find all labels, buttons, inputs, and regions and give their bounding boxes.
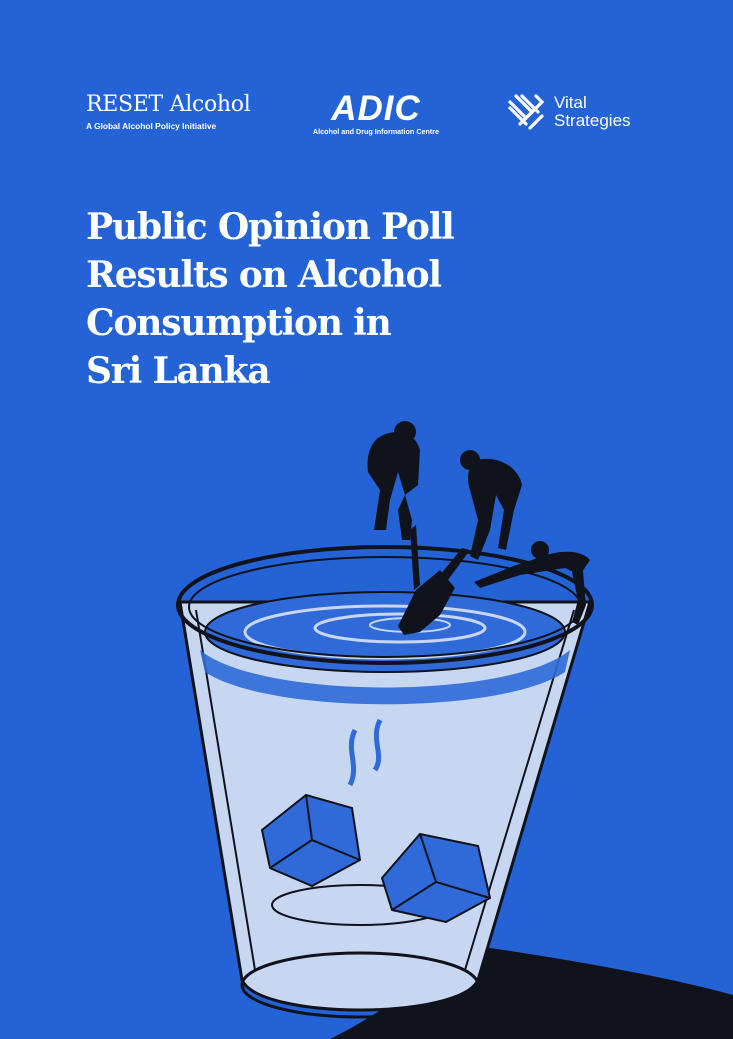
ice-cube-right (380, 832, 492, 924)
reset-logo-name: RESET Alcohol (86, 92, 251, 117)
title-line-2: Results on Alcohol (86, 254, 442, 296)
adic-logo: ADIC Alcohol and Drug Information Centre (306, 89, 446, 136)
figure-left (367, 421, 420, 540)
title-line-1: Public Opinion Poll (86, 206, 455, 248)
glass-rim (176, 545, 594, 665)
vital-word: Vital (554, 93, 587, 112)
strategies-word: Strategies (554, 111, 631, 130)
vital-strategies-wordmark: Vital Strategies (554, 94, 631, 130)
woven-x-icon (508, 94, 545, 130)
reset-alcohol-logo: RESET Alcohol A Global Alcohol Policy In… (86, 92, 251, 131)
adic-logo-name: ADIC (331, 89, 421, 128)
vital-strategies-logo: Vital Strategies (506, 92, 631, 132)
figure-diving (398, 525, 470, 635)
figure-middle (460, 450, 522, 560)
reset-logo-tagline: A Global Alcohol Policy Initiative (86, 121, 217, 131)
figure-right (474, 541, 590, 625)
ice-cube-left (260, 793, 362, 888)
report-title: Public Opinion Poll Results on Alcohol C… (86, 203, 526, 395)
table-shadow (330, 945, 733, 1039)
title-line-3: Consumption in (86, 302, 392, 344)
glass-illustration (176, 421, 733, 1039)
glass-base (240, 951, 480, 1019)
liquid-surface (204, 591, 566, 673)
glass-body (178, 600, 593, 1012)
title-line-4: Sri Lanka (86, 350, 271, 392)
adic-logo-tagline: Alcohol and Drug Information Centre (312, 127, 440, 136)
